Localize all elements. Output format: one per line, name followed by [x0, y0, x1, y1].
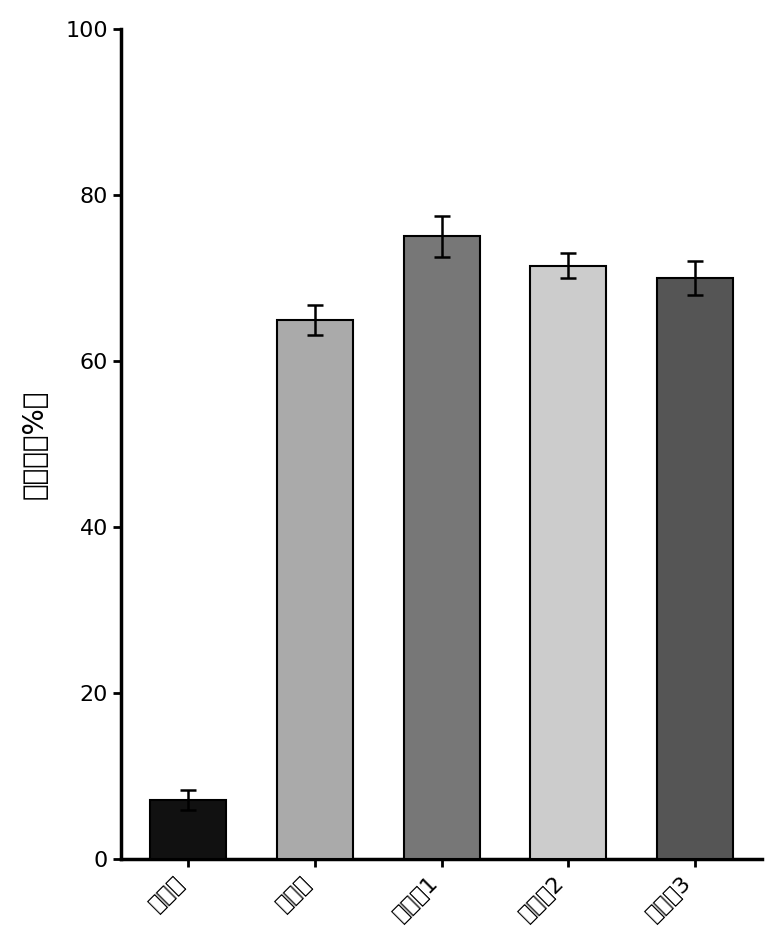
- Bar: [657, 278, 733, 860]
- Bar: [277, 320, 353, 860]
- Bar: [150, 799, 226, 860]
- Bar: [404, 236, 480, 860]
- Bar: [530, 266, 606, 860]
- Y-axis label: 抑制率（%）: 抑制率（%）: [21, 390, 49, 499]
